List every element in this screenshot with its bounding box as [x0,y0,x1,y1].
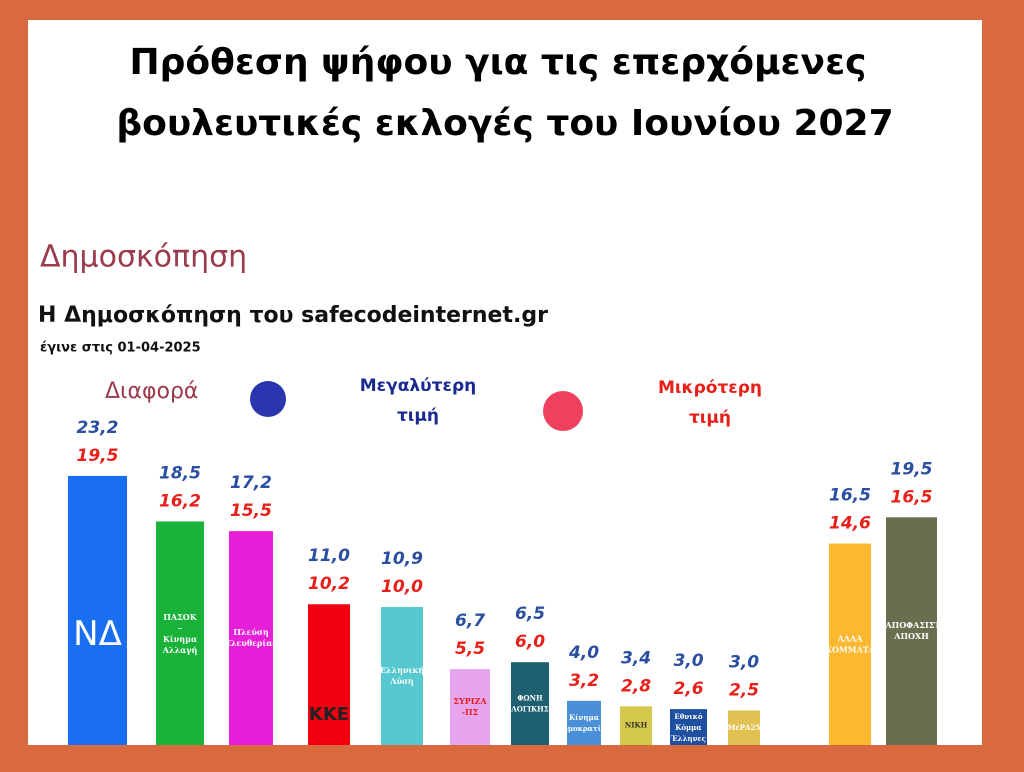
bar [886,517,937,745]
bar [450,669,490,745]
value-label: 16,2 [159,491,201,511]
value-label: 11,0 [308,546,350,566]
value-label: 4,0 [568,643,599,663]
value-label: 19,5 [77,446,119,466]
value-label: 2,8 [621,676,651,696]
value-label: 3,4 [621,648,651,668]
bar-label: ΜέΡΑ25 [728,723,761,732]
value-label: 3,0 [729,653,759,673]
bar [567,700,601,745]
value-label: 6,7 [455,611,485,631]
value-label: 23,2 [77,418,119,438]
bar-label: ΚΚΕ [309,704,349,725]
value-label: 2,5 [729,681,759,701]
bar-label: Ελληνική Λύση [380,665,425,686]
bar [829,543,871,745]
source: Η Δημοσκόπηση του safecodeinternet.gr [38,303,548,328]
bar [670,709,707,745]
value-label: 3,0 [673,651,703,671]
bar [308,604,350,745]
legend-dot [543,391,583,431]
date: έγινε στις 01-04-2025 [40,341,201,356]
value-label: 10,0 [381,577,423,597]
bar-label: ΝΙΚΗ [625,721,648,730]
bar [511,662,549,745]
legend-label: Μικρότερη τιμή [658,378,762,428]
bar-label: ΑΝΑΠΟΦΑΣΙΣΤΟΙ ΑΠΟΧΗ [871,620,951,641]
subtitle: Δημοσκόπηση [40,240,247,275]
value-label: 6,5 [515,604,545,624]
value-label: 5,5 [455,639,485,659]
bar-label: Κίνημα Δημοκρατίας [557,713,610,733]
bar [68,475,127,745]
value-label: 10,2 [308,574,350,594]
legend-label: Μεγαλύτερη τιμή [360,376,476,426]
value-label: 18,5 [159,463,201,483]
value-label: 19,5 [891,459,933,479]
bar [728,710,760,745]
bar [381,607,423,745]
bar-label: ΝΔ [73,614,122,654]
value-label: 2,6 [673,679,703,699]
bar-label: ΑΛΛΑ ΚΟΜΜΑΤΑ [825,633,876,654]
value-label: 10,9 [381,549,423,569]
value-label: 17,2 [230,473,272,493]
legend-dot [250,381,286,417]
bar-label: ΣΥΡΙΖΑ -ΠΣ [453,696,487,717]
bar-label: Εθνικό Κόμμα Έλληνες [670,712,706,743]
bar [156,521,204,745]
bar [620,706,652,745]
bar-label: ΦΩΝΗ ΛΟΓΙΚΗΣ [510,694,548,714]
value-label: 15,5 [230,501,272,521]
bar-label: Πλεύση Ελευθερίας [225,627,278,648]
bar [229,531,273,745]
chart-title: βουλευτικές εκλογές του Ιουνίου 2027 [116,103,893,144]
value-label: 16,5 [891,487,933,507]
annotation: Διαφορά [105,379,198,404]
value-label: 14,6 [829,514,871,534]
value-label: 6,0 [515,632,545,652]
chart-title: Πρόθεση ψήφου για τις επερχόμενες [130,42,867,83]
bar-label: ΠΑΣΟΚ – Κίνημα Αλλαγή [162,612,198,655]
value-label: 3,2 [569,671,599,691]
value-label: 16,5 [829,486,871,506]
